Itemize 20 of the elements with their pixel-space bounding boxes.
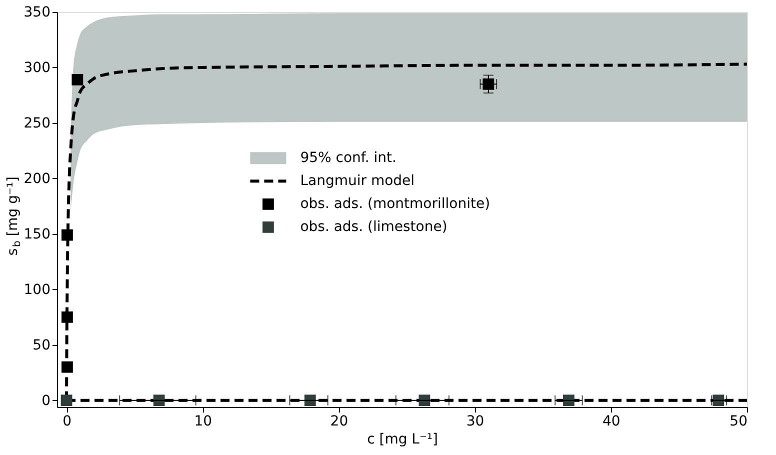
y-axis-title: sb [mg g⁻¹] (5, 176, 23, 256)
x-tick-label: 20 (330, 414, 348, 430)
y-tick-label: 300 (24, 60, 50, 76)
annotation: 95% conf. int. (300, 150, 396, 166)
y-tick-label: 150 (24, 226, 50, 242)
y-tick-label: 350 (24, 4, 50, 20)
legend-label: obs. ads. (limestone) (300, 219, 448, 236)
y-tick-label: 250 (24, 115, 50, 132)
x-axis-title: c [mg L⁻¹] (367, 432, 438, 448)
x-tick-label: 30 (466, 414, 484, 430)
legend-label: obs. ads. (montmorillonite) (300, 196, 490, 212)
x-tick-label: 50 (730, 414, 748, 430)
y-tick-label: 50 (32, 337, 50, 354)
x-tick-label: 0 (62, 414, 72, 430)
x-tick-label: 40 (602, 414, 620, 430)
y-tick-label: 200 (24, 170, 50, 187)
y-tick-label: 0 (42, 392, 50, 409)
y-tick-label: 100 (24, 282, 50, 298)
x-tick-label: 10 (194, 414, 212, 430)
legend-label: Langmuir model (300, 173, 415, 190)
